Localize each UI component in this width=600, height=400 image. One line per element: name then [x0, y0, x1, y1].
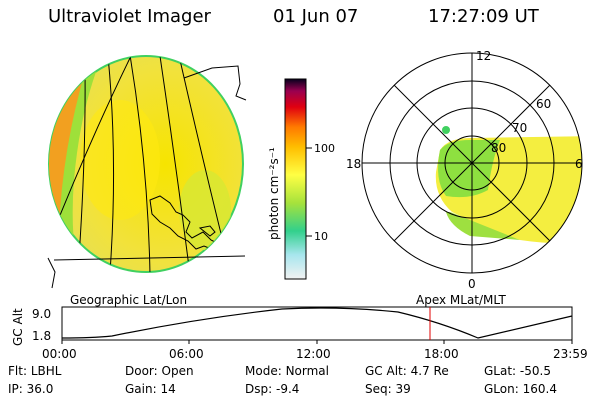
altitude-xtick-0: 00:00 — [42, 347, 77, 361]
date-label: 01 Jun 07 — [273, 6, 359, 27]
altitude-ylabel: GC Alt — [11, 308, 25, 346]
altitude-xtick-12: 12:00 — [296, 347, 331, 361]
lat-label-80: 80 — [491, 141, 506, 155]
mlt-label-6: 6 — [575, 157, 583, 171]
altitude-plot — [61, 306, 573, 344]
info-gc-alt: GC Alt: 4.7 Re — [365, 364, 449, 378]
colorbar — [284, 78, 312, 280]
apex-label: Apex MLat/MLT — [416, 293, 506, 307]
info-flt: Flt: LBHL — [8, 364, 62, 378]
mlt-label-12: 12 — [476, 49, 491, 63]
mlt-label-0: 0 — [468, 277, 476, 291]
altitude-ytick-1-8: 1.8 — [32, 329, 51, 343]
altitude-xtick-6: 06:00 — [169, 347, 204, 361]
info-mode: Mode: Normal — [245, 364, 329, 378]
info-seq: Seq: 39 — [365, 382, 411, 396]
polar-plot — [361, 52, 583, 274]
colorbar-unit-label: photon cm⁻²s⁻¹ — [267, 147, 281, 240]
info-dsp: Dsp: -9.4 — [245, 382, 300, 396]
info-gain: Gain: 14 — [125, 382, 176, 396]
info-glat: GLat: -50.5 — [484, 364, 551, 378]
altitude-xtick-18: 18:00 — [424, 347, 459, 361]
colorbar-tick-10: 10 — [314, 230, 328, 243]
info-door: Door: Open — [125, 364, 194, 378]
lat-label-70: 70 — [512, 121, 527, 135]
info-ip: IP: 36.0 — [8, 382, 54, 396]
time-label: 17:27:09 UT — [428, 6, 539, 27]
info-glon: GLon: 160.4 — [484, 382, 557, 396]
altitude-xtick-2359: 23:59 — [553, 347, 588, 361]
app-title: Ultraviolet Imager — [48, 6, 211, 27]
lat-label-60: 60 — [536, 97, 551, 111]
geographic-label: Geographic Lat/Lon — [70, 293, 187, 307]
mlt-label-18: 18 — [346, 157, 361, 171]
earth-image — [47, 55, 247, 289]
colorbar-tick-100: 100 — [314, 142, 335, 155]
altitude-ytick-9: 9.0 — [32, 307, 51, 321]
